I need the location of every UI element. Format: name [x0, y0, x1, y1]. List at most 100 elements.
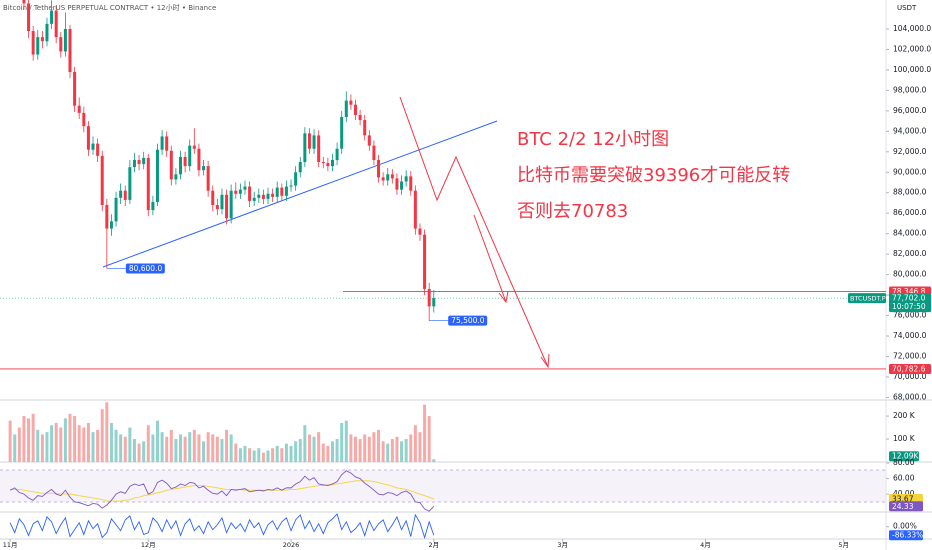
- candle-body: [372, 145, 376, 160]
- volume-bar: [13, 434, 17, 462]
- candle-body: [395, 178, 399, 190]
- volume-bar: [179, 434, 183, 462]
- volume-bar: [17, 427, 21, 462]
- volume-bar: [137, 443, 141, 462]
- arrow-head: [540, 353, 550, 369]
- candle-body: [119, 190, 123, 198]
- y-tick-label: 98,000.0: [893, 85, 927, 94]
- candle-body: [307, 133, 311, 149]
- volume-bar: [377, 429, 381, 462]
- volume-bar: [317, 432, 321, 462]
- volume-bar: [294, 441, 298, 462]
- x-tick-label: 12月: [141, 541, 156, 549]
- candle-body: [54, 10, 58, 38]
- candle-body: [82, 112, 86, 127]
- candle-body: [151, 201, 155, 211]
- candle-body: [197, 148, 201, 171]
- volume-bar: [335, 439, 339, 462]
- candle-body: [238, 189, 242, 194]
- candle-body: [45, 23, 49, 42]
- candle-body: [142, 157, 146, 165]
- y-tick-label: 80,000.0: [893, 270, 927, 279]
- forecast-arrow: [399, 96, 549, 368]
- volume-bar: [395, 436, 399, 462]
- candle-body: [243, 186, 247, 190]
- y-tick-label: 86,000.0: [893, 208, 927, 217]
- volume-bar: [151, 434, 155, 462]
- volume-bar: [31, 413, 35, 462]
- y-tick-label: 100 K: [893, 434, 916, 443]
- level-label-box: [889, 363, 931, 374]
- candle-body: [40, 37, 44, 42]
- candle-body: [404, 176, 408, 182]
- candle-body: [96, 143, 100, 156]
- volume-bar: [312, 436, 316, 462]
- volume-bar: [266, 450, 270, 462]
- countdown: 10:07:50: [892, 302, 926, 311]
- candle-body: [160, 136, 164, 150]
- candle-body: [22, 0, 26, 4]
- arrow-head: [498, 290, 509, 304]
- volume-bar: [165, 436, 169, 462]
- volume-bar: [400, 441, 404, 462]
- candle-body: [358, 114, 362, 121]
- candle-body: [317, 135, 321, 163]
- indicator-last-label: 33.67: [892, 495, 914, 504]
- candle-body: [418, 228, 422, 235]
- volume-bar: [123, 436, 127, 462]
- volume-bar: [40, 434, 44, 462]
- volume-bar: [243, 445, 247, 462]
- candle-body: [280, 187, 284, 196]
- volume-bar: [363, 434, 367, 462]
- y-tick-label: 92,000.0: [893, 147, 927, 156]
- volume-bar: [63, 418, 67, 462]
- candle-body: [77, 105, 81, 113]
- candle-body: [354, 104, 358, 115]
- volume-bar: [36, 429, 40, 462]
- candle-body: [340, 116, 344, 149]
- x-tick-label: 3月: [557, 541, 568, 549]
- volume-bar: [45, 432, 49, 462]
- candle-body: [298, 162, 302, 173]
- x-tick-label: 2026: [283, 541, 300, 549]
- volume-bar: [432, 459, 436, 462]
- candle-body: [59, 37, 63, 52]
- volume-bar: [211, 434, 215, 462]
- annotation: BTC 2/2 12小时图: [517, 129, 669, 150]
- candle-body: [252, 197, 256, 201]
- candle-body: [215, 205, 219, 210]
- volume-bar: [423, 404, 427, 462]
- volume-last-label: 12.09K: [892, 452, 919, 461]
- volume-bar: [326, 445, 330, 462]
- volume-bar: [280, 448, 284, 462]
- volume-bar: [271, 448, 275, 462]
- annotation: 否则去70783: [517, 201, 628, 222]
- candle-body: [220, 194, 224, 210]
- indicator-last-label-box: [889, 530, 923, 541]
- volume-bar: [132, 439, 136, 462]
- volume-bar: [188, 432, 192, 462]
- indicator-line: [9, 470, 435, 512]
- volume-bar: [340, 422, 344, 462]
- candle-body: [229, 190, 233, 219]
- volume-bar: [91, 432, 95, 462]
- candle-body: [188, 145, 192, 167]
- volume-bar: [206, 432, 210, 462]
- volume-bar: [298, 439, 302, 462]
- candle-body: [432, 298, 436, 307]
- candle-body: [100, 155, 104, 206]
- volume-bar: [82, 427, 86, 462]
- volume-bar: [358, 439, 362, 462]
- volume-bar: [248, 448, 252, 462]
- volume-bar: [289, 445, 293, 462]
- price-note-box: [448, 315, 488, 326]
- y-tick-label: 96,000.0: [893, 106, 927, 115]
- candle-body: [31, 31, 35, 55]
- indicator-last-label: -86.33%: [892, 531, 923, 540]
- last-price-box: [889, 293, 931, 313]
- volume-bar: [413, 425, 417, 462]
- price-note-box: [125, 263, 165, 274]
- candle-body: [234, 190, 238, 194]
- candle-body: [206, 166, 210, 191]
- volume-bar: [427, 416, 431, 462]
